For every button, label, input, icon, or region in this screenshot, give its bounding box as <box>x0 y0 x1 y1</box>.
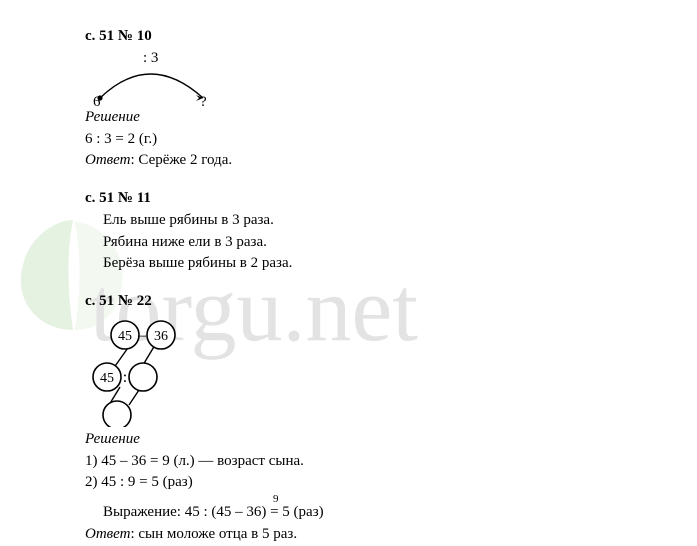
p22-header: с. 51 № 22 <box>85 291 697 313</box>
p11-line3: Берёза выше рябины в 2 раза. <box>103 253 697 275</box>
p11-line1: Ель выше рябины в 3 раза. <box>103 210 697 232</box>
svg-text:?: ? <box>200 94 207 108</box>
page-content: с. 51 № 10 : 3 6 ? Решение 6 : 3 = 2 (г.… <box>0 0 697 546</box>
p10-header: с. 51 № 10 <box>85 26 697 48</box>
svg-text:45: 45 <box>118 329 132 344</box>
p22-answer-text: : сын моложе отца в 5 раз. <box>130 526 297 542</box>
p10-diagram: : 3 6 ? <box>85 50 225 105</box>
svg-text:: 3: : 3 <box>143 50 158 66</box>
svg-text:36: 36 <box>154 329 168 344</box>
p10-answer: Ответ: Серёже 2 года. <box>85 150 697 172</box>
p22-expr-sup: 9 <box>273 492 279 508</box>
p22-answer-label: Ответ <box>85 526 130 542</box>
p10-solution-line: 6 : 3 = 2 (г.) <box>85 129 697 151</box>
svg-text:–: – <box>137 327 147 344</box>
p22-diagram: 45 – 36 45 : <box>85 317 225 427</box>
p22-answer: Ответ: сын моложе отца в 5 раз. <box>85 524 697 546</box>
p22-solution-label: Решение <box>85 429 697 451</box>
p11-line2: Рябина ниже ели в 3 раза. <box>103 232 697 254</box>
svg-text:6: 6 <box>93 94 101 108</box>
p11-header: с. 51 № 11 <box>85 188 697 210</box>
p10-solution-label: Решение <box>85 107 697 129</box>
svg-text::: : <box>123 369 127 386</box>
svg-text:45: 45 <box>100 371 114 386</box>
p22-step1: 1) 45 – 36 = 9 (л.) — возраст сына. <box>85 451 697 473</box>
p22-step2: 2) 45 : 9 = 5 (раз) <box>85 472 697 494</box>
p22-expression: Выражение: 45 : (45 – 36) = 5 (раз) <box>103 504 324 520</box>
p10-answer-text: : Серёже 2 года. <box>130 152 232 168</box>
p10-answer-label: Ответ <box>85 152 130 168</box>
p22-expression-wrap: 9 Выражение: 45 : (45 – 36) = 5 (раз) <box>85 502 697 524</box>
